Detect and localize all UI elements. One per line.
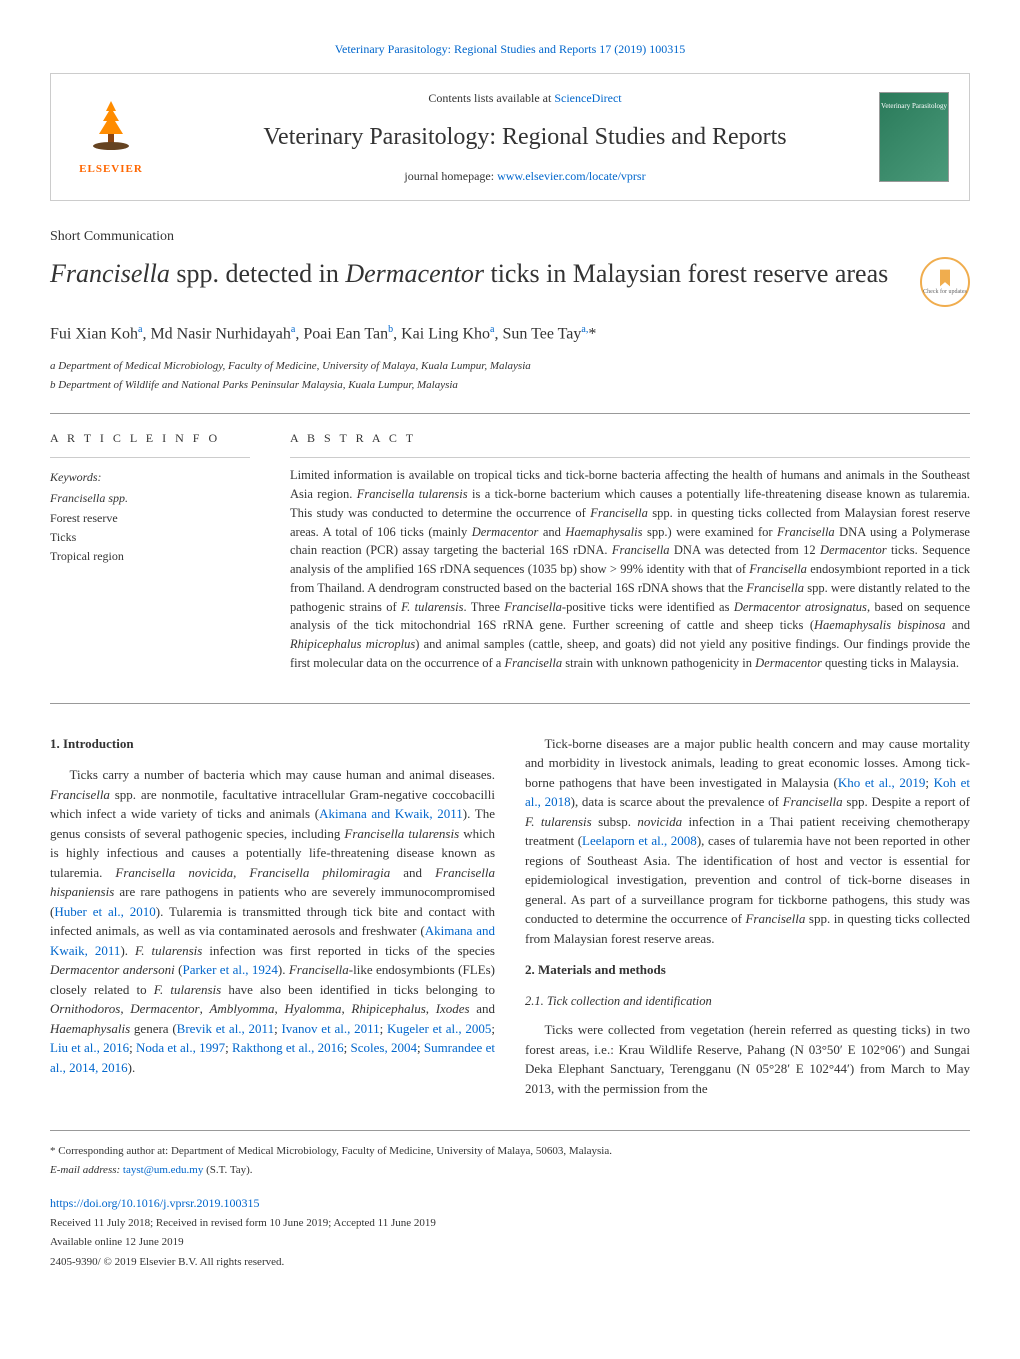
sciencedirect-link[interactable]: ScienceDirect: [554, 91, 621, 105]
keywords-list: Francisella spp.Forest reserveTicksTropi…: [50, 489, 250, 566]
main-content: 1. Introduction Ticks carry a number of …: [50, 734, 970, 1100]
article-type: Short Communication: [50, 226, 970, 247]
header-center: Contents lists available at ScienceDirec…: [171, 89, 879, 185]
email-link[interactable]: tayst@um.edu.my: [123, 1164, 203, 1176]
journal-citation-link[interactable]: Veterinary Parasitology: Regional Studie…: [335, 42, 686, 56]
journal-cover: Veterinary Parasitology: [879, 92, 949, 182]
article-title: Francisella spp. detected in Dermacentor…: [50, 257, 900, 291]
journal-name: Veterinary Parasitology: Regional Studie…: [171, 119, 879, 155]
methods-subheading: 2.1. Tick collection and identification: [525, 992, 970, 1011]
updates-label: Check for updates: [923, 288, 967, 297]
journal-header: ELSEVIER Contents lists available at Sci…: [50, 73, 970, 201]
email-line: E-mail address: tayst@um.edu.my (S.T. Ta…: [50, 1162, 970, 1179]
journal-citation: Veterinary Parasitology: Regional Studie…: [50, 40, 970, 58]
intro-paragraph-1: Ticks carry a number of bacteria which m…: [50, 765, 495, 1077]
abstract-heading: A B S T R A C T: [290, 429, 970, 447]
affiliation-b: b Department of Wildlife and National Pa…: [50, 377, 970, 394]
abstract-text: Limited information is available on trop…: [290, 466, 970, 672]
received-dates: Received 11 July 2018; Received in revis…: [50, 1215, 970, 1232]
article-info-heading: A R T I C L E I N F O: [50, 429, 250, 447]
divider-2: [50, 703, 970, 704]
methods-heading: 2. Materials and methods: [525, 960, 970, 980]
bookmark-icon: [935, 268, 955, 288]
contents-list: Contents lists available at ScienceDirec…: [171, 89, 879, 107]
email-label: E-mail address:: [50, 1164, 123, 1176]
divider: [50, 413, 970, 414]
abstract-column: A B S T R A C T Limited information is a…: [290, 429, 970, 672]
copyright: 2405-9390/ © 2019 Elsevier B.V. All righ…: [50, 1254, 970, 1271]
footer: * Corresponding author at: Department of…: [50, 1130, 970, 1271]
check-updates-badge[interactable]: Check for updates: [920, 257, 970, 307]
title-italic-1: Francisella: [50, 259, 170, 288]
keyword-item: Forest reserve: [50, 509, 250, 528]
corresponding-author: * Corresponding author at: Department of…: [50, 1143, 970, 1160]
email-suffix: (S.T. Tay).: [203, 1164, 252, 1176]
authors: Fui Xian Koha, Md Nasir Nurhidayaha, Poa…: [50, 322, 970, 346]
intro-heading: 1. Introduction: [50, 734, 495, 754]
intro-paragraph-2: Tick-borne diseases are a major public h…: [525, 734, 970, 949]
keyword-item: Tropical region: [50, 547, 250, 566]
keyword-item: Francisella spp.: [50, 489, 250, 508]
elsevier-tree-icon: [81, 96, 141, 156]
homepage-prefix: journal homepage:: [404, 169, 497, 183]
abstract-divider: [290, 457, 970, 458]
info-abstract-row: A R T I C L E I N F O Keywords: Francise…: [50, 429, 970, 672]
affiliations: a Department of Medical Microbiology, Fa…: [50, 358, 970, 393]
doi-link[interactable]: https://doi.org/10.1016/j.vprsr.2019.100…: [50, 1194, 970, 1212]
title-plain-2: ticks in Malaysian forest reserve areas: [484, 259, 888, 288]
title-italic-2: Dermacentor: [345, 259, 484, 288]
cover-text: Veterinary Parasitology: [881, 101, 947, 112]
keywords-label: Keywords:: [50, 468, 250, 486]
info-divider: [50, 457, 250, 458]
publisher-logo: ELSEVIER: [71, 92, 151, 182]
available-date: Available online 12 June 2019: [50, 1234, 970, 1251]
contents-prefix: Contents lists available at: [428, 91, 554, 105]
title-plain-1: spp. detected in: [170, 259, 345, 288]
journal-homepage: journal homepage: www.elsevier.com/locat…: [171, 167, 879, 185]
affiliation-a: a Department of Medical Microbiology, Fa…: [50, 358, 970, 375]
keyword-item: Ticks: [50, 528, 250, 547]
article-info-column: A R T I C L E I N F O Keywords: Francise…: [50, 429, 250, 672]
publisher-name: ELSEVIER: [79, 161, 143, 178]
methods-paragraph-1: Ticks were collected from vegetation (he…: [525, 1020, 970, 1098]
homepage-url[interactable]: www.elsevier.com/locate/vprsr: [497, 169, 646, 183]
